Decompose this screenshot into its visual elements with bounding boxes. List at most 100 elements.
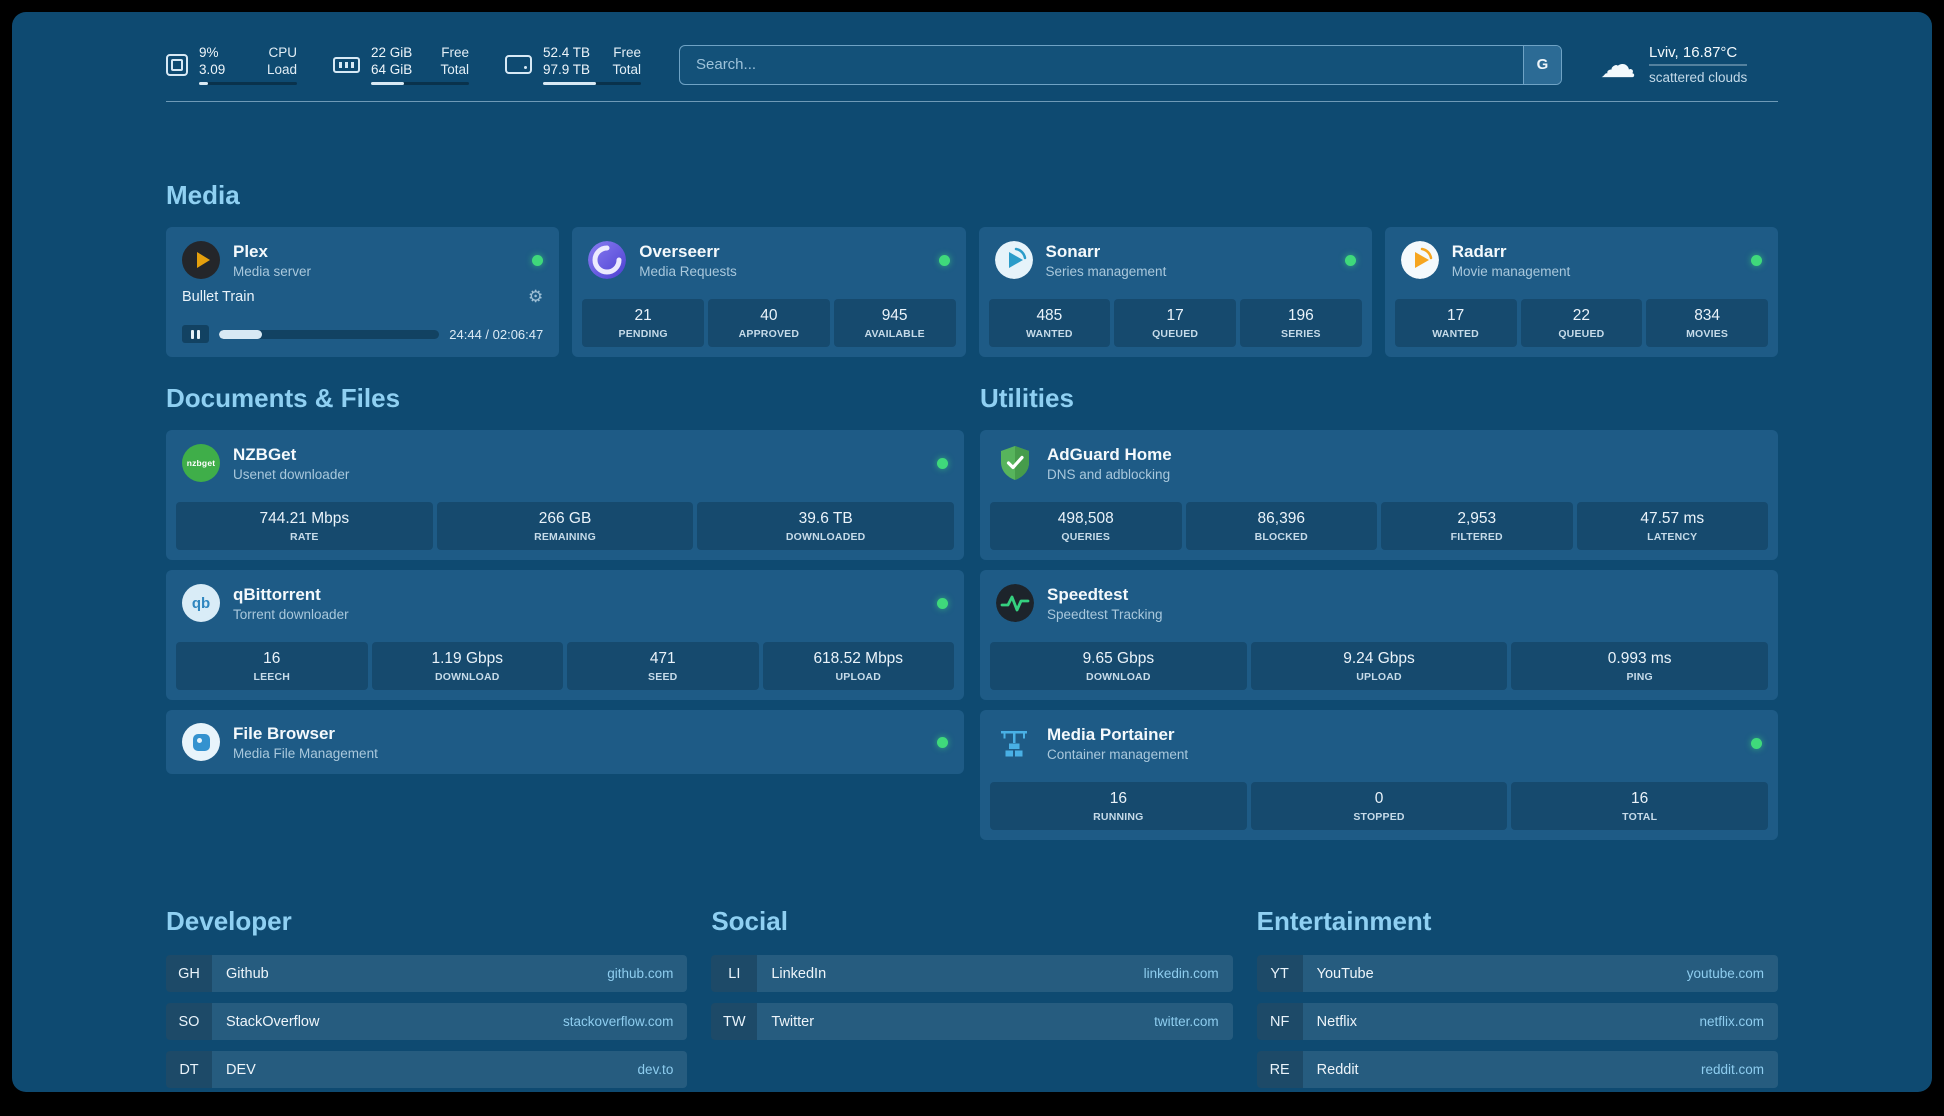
stat-value: 9.65 Gbps	[1082, 650, 1155, 667]
service-card-sonarr[interactable]: Sonarr Series management 485 WANTED 17 Q…	[978, 227, 1372, 357]
bookmark-github[interactable]: GH Github github.com	[166, 955, 688, 992]
stat-value: 16	[1109, 790, 1127, 807]
stat: 2,953 FILTERED	[1381, 502, 1573, 550]
memory-total-label: Total	[440, 62, 469, 77]
search-bar[interactable]: G	[679, 44, 1562, 85]
gear-icon[interactable]: ⚙	[528, 287, 544, 306]
stat-value: 40	[760, 307, 778, 324]
search-provider-button[interactable]: G	[1523, 45, 1561, 84]
overseerr-icon	[588, 241, 627, 279]
stat: 744.21 Mbps RATE	[176, 502, 433, 550]
now-playing-title: Bullet Train	[182, 288, 255, 305]
bookmark-group-entertainment: Entertainment YT YouTube youtube.com NF …	[1256, 906, 1778, 1092]
stat-value: 9.24 Gbps	[1343, 650, 1415, 667]
service-card-speedtest[interactable]: Speedtest Speedtest Tracking 9.65 Gbps D…	[980, 570, 1778, 700]
bookmark-netflix[interactable]: NF Netflix netflix.com	[1256, 1003, 1778, 1040]
stat: 196 SERIES	[1240, 299, 1362, 347]
speedtest-icon	[996, 584, 1034, 622]
memory-free-value: 22 GiB	[371, 45, 413, 60]
stat-label: MOVIES	[1686, 328, 1729, 340]
disk-total-label: Total	[612, 62, 641, 77]
service-card-radarr[interactable]: Radarr Movie management 17 WANTED 22 QUE…	[1384, 227, 1778, 357]
playback-progress-fill	[219, 329, 262, 339]
stat: 0.993 ms PING	[1511, 642, 1769, 690]
bookmark-abbr: NF	[1256, 1003, 1303, 1040]
radarr-icon	[1400, 241, 1439, 279]
bookmark-name: Github	[226, 965, 269, 982]
bookmark-dev[interactable]: DT DEV dev.to	[166, 1051, 688, 1088]
service-desc: Usenet downloader	[233, 466, 350, 482]
stat-value: 266 GB	[538, 510, 592, 527]
memory-widget: 22 GiB 64 GiB Free Total	[333, 44, 469, 85]
service-name: Radarr	[1451, 241, 1507, 261]
disk-usage-bar-fill	[543, 82, 596, 85]
status-dot	[532, 254, 544, 266]
pause-button[interactable]	[182, 325, 209, 343]
bookmark-stackoverflow[interactable]: SO StackOverflow stackoverflow.com	[166, 1003, 688, 1040]
cpu-usage-bar	[199, 82, 297, 85]
bookmark-twitter[interactable]: TW Twitter twitter.com	[711, 1003, 1233, 1040]
stat: 0 STOPPED	[1250, 782, 1508, 830]
memory-usage-bar	[371, 82, 469, 85]
bookmark-abbr: SO	[166, 1003, 212, 1040]
service-card-filebrowser[interactable]: File Browser Media File Management	[166, 710, 964, 774]
stat: 834 MOVIES	[1646, 299, 1768, 347]
stat-label: LEECH	[253, 671, 291, 683]
stat-label: QUEUED	[1152, 328, 1199, 340]
bookmark-linkedin[interactable]: LI LinkedIn linkedin.com	[711, 955, 1233, 992]
stat-value: 16	[263, 650, 281, 667]
bookmark-youtube[interactable]: YT YouTube youtube.com	[1256, 955, 1778, 992]
service-card-qbittorrent[interactable]: qb qBittorrent Torrent downloader 16 LEE…	[166, 570, 964, 700]
playback-time: 24:44 / 02:06:47	[449, 326, 544, 342]
stat-label: WANTED	[1026, 328, 1073, 340]
bookmark-name: Twitter	[771, 1013, 815, 1030]
nzbget-icon: nzbget	[182, 444, 220, 482]
bookmark-abbr: RE	[1256, 1051, 1303, 1088]
adguard-icon	[996, 444, 1034, 482]
service-card-portainer[interactable]: Media Portainer Container management 16 …	[980, 710, 1778, 840]
bookmark-name: Reddit	[1316, 1061, 1359, 1078]
stat-value: 834	[1694, 307, 1721, 324]
bookmark-reddit[interactable]: RE Reddit reddit.com	[1256, 1051, 1778, 1088]
service-card-plex[interactable]: Plex Media server Bullet Train ⚙ 24:44 /…	[166, 227, 560, 357]
plex-icon	[182, 241, 220, 279]
stat-value: 17	[1447, 307, 1465, 324]
stat-label: QUERIES	[1061, 531, 1111, 543]
stat-label: PING	[1626, 671, 1653, 683]
stat-value: 17	[1166, 307, 1184, 324]
stat-value: 0	[1374, 790, 1384, 807]
stat: 17 QUEUED	[1114, 299, 1236, 347]
service-card-adguard[interactable]: AdGuard Home DNS and adblocking 498,508 …	[980, 430, 1778, 560]
memory-free-label: Free	[441, 45, 469, 60]
section-title-developer: Developer	[166, 906, 292, 936]
stat-label: UPLOAD	[1356, 671, 1402, 683]
status-dot	[937, 457, 948, 469]
bookmark-url: reddit.com	[1700, 1062, 1764, 1077]
service-card-overseerr[interactable]: Overseerr Media Requests 21 PENDING 40 A…	[572, 227, 966, 357]
stat-value: 744.21 Mbps	[259, 510, 350, 527]
service-name: File Browser	[233, 723, 336, 743]
disk-usage-bar	[543, 82, 641, 85]
section-title-documents: Documents & Files	[166, 383, 401, 413]
weather-widget: ☁ Lviv, 16.87°C scattered clouds	[1600, 44, 1778, 85]
bookmark-abbr: YT	[1256, 955, 1303, 992]
stat: 618.52 Mbps UPLOAD	[762, 642, 954, 690]
section-title-entertainment: Entertainment	[1256, 906, 1432, 936]
stat-label: STOPPED	[1353, 811, 1405, 823]
service-name: NZBGet	[233, 444, 297, 464]
service-card-nzbget[interactable]: nzbget NZBGet Usenet downloader 744.21 M…	[166, 430, 964, 560]
stat: 485 WANTED	[988, 299, 1111, 347]
bookmark-url: linkedin.com	[1143, 966, 1219, 981]
bookmark-abbr: TW	[711, 1003, 758, 1040]
stat-label: RATE	[290, 531, 319, 543]
search-input[interactable]	[680, 45, 1523, 84]
bookmark-name: StackOverflow	[226, 1013, 320, 1030]
bookmark-url: github.com	[607, 966, 674, 981]
bookmark-name: Netflix	[1316, 1013, 1357, 1030]
stat-label: APPROVED	[738, 328, 800, 340]
stat-value: 22	[1572, 307, 1590, 324]
playback-progress-bar[interactable]	[219, 329, 440, 339]
cpu-widget: 9% 3.09 CPU Load	[166, 44, 297, 85]
stat: 16 RUNNING	[990, 782, 1247, 830]
cloud-icon: ☁	[1600, 43, 1636, 85]
